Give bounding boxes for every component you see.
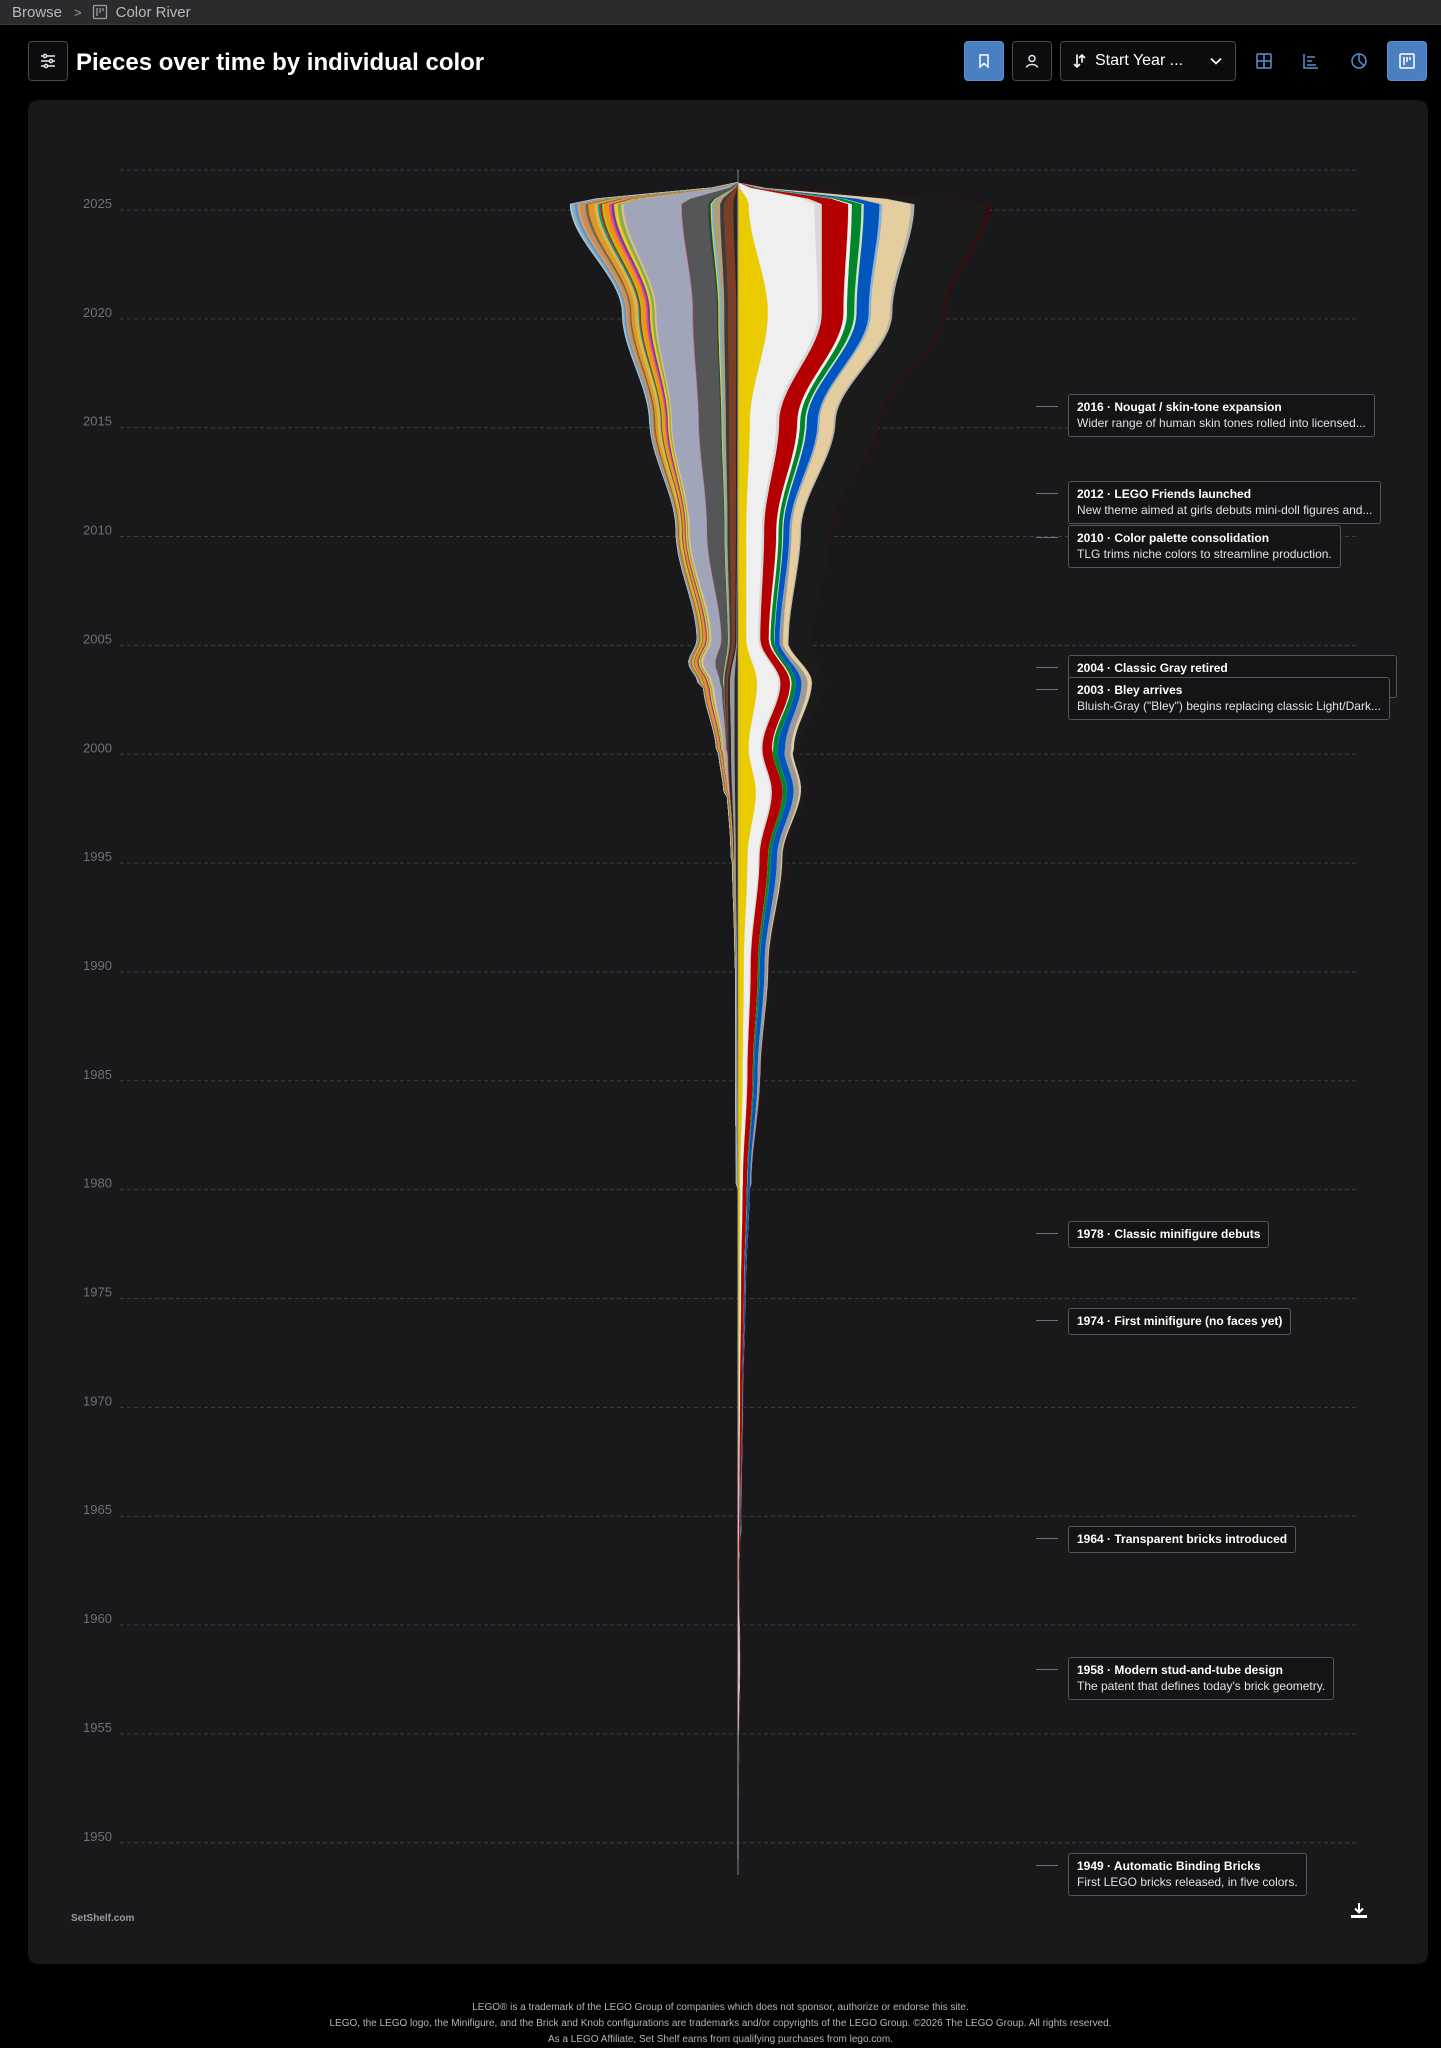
milestone-tick — [1036, 667, 1058, 669]
page-title: Pieces over time by individual color — [76, 49, 485, 76]
year-tick-label: 1995 — [83, 849, 112, 864]
milestone-title: 1974 · First minifigure (no faces yet) — [1077, 1314, 1283, 1329]
sort-select-value: Start Year ... — [1095, 52, 1184, 69]
bookmark-button[interactable] — [964, 41, 1004, 81]
year-tick-label: 2025 — [83, 196, 112, 211]
milestone-card[interactable]: 2012 · LEGO Friends launched New theme ai… — [1068, 481, 1382, 524]
milestone-title: 2010 · Color palette consolidation — [1077, 530, 1270, 545]
year-tick-label: 2000 — [83, 740, 112, 755]
breadcrumb-root-link[interactable]: Browse — [12, 3, 63, 21]
milestone-description: TLG trims niche colors to streamline pro… — [1077, 546, 1332, 561]
milestone-card[interactable]: 1949 · Automatic Binding Bricks First LEG… — [1068, 1852, 1307, 1896]
milestone-title: 2016 · Nougat / skin-tone expansion — [1077, 399, 1282, 414]
user-icon — [1025, 54, 1039, 68]
filter-button[interactable] — [28, 41, 68, 81]
year-tick-label: 1955 — [83, 1720, 112, 1735]
download-icon[interactable] — [1348, 1900, 1370, 1922]
milestone-card[interactable]: 2010 · Color palette consolidation TLG tr… — [1068, 524, 1341, 568]
sort-select[interactable]: Start Year ... — [1060, 41, 1236, 81]
milestone-card[interactable]: 2016 · Nougat / skin-tone expansion Wider… — [1068, 393, 1375, 437]
milestone-description: The patent that defines today's brick ge… — [1077, 1678, 1326, 1693]
year-tick-label: 2020 — [83, 305, 112, 320]
chevron-down-icon — [1210, 57, 1222, 65]
pie-icon — [1351, 53, 1367, 69]
footer: LEGO® is a trademark of the LEGO Group o… — [0, 2000, 1441, 2048]
milestone-card[interactable]: 1958 · Modern stud-and-tube design The pa… — [1068, 1656, 1335, 1700]
year-tick-label: 1990 — [83, 958, 112, 973]
chevron-right-icon: > — [74, 4, 82, 20]
stream-layer — [569, 181, 991, 1859]
year-tick-label: 1965 — [83, 1502, 112, 1517]
year-tick-label: 1970 — [83, 1393, 112, 1408]
year-tick-label: 1960 — [83, 1611, 112, 1626]
milestone-card[interactable]: 2003 · Bley arrives Bluish-Gray ("Bley") … — [1068, 676, 1390, 720]
milestone-description: Wider range of human skin tones rolled i… — [1077, 415, 1366, 430]
brand-logo: SetShelf.com — [71, 1913, 135, 1924]
year-tick-label: 2005 — [83, 631, 112, 646]
footer-affiliate: As a LEGO Affiliate, Set Shelf earns fro… — [548, 2034, 893, 2045]
milestone-title: 1964 · Transparent bricks introduced — [1077, 1531, 1288, 1546]
color-river-chart: 2025 2020 2015 2010 2005 2000 1995 1990 1985 1980… — [83, 169, 1358, 1875]
year-tick-label: 2015 — [83, 414, 112, 429]
year-tick-label: 1950 — [83, 1829, 112, 1844]
milestone-title: 2012 · LEGO Friends launched — [1077, 487, 1252, 501]
milestone-tick — [1036, 1233, 1058, 1235]
chart-panel: 2025 2020 2015 2010 2005 2000 1995 1990 1985 1980… — [28, 100, 1428, 1964]
footer-trademark: LEGO® is a trademark of the LEGO Group o… — [472, 2002, 969, 2013]
milestone-tick — [1036, 1864, 1058, 1866]
milestone-card[interactable]: 1974 · First minifigure (no faces yet) — [1068, 1308, 1292, 1336]
sliders-icon — [41, 53, 55, 69]
milestone-title: 1958 · Modern stud-and-tube design — [1077, 1662, 1284, 1677]
milestone-card[interactable]: 1978 · Classic minifigure debuts — [1068, 1221, 1270, 1249]
breadcrumb-current: Color River — [115, 3, 191, 21]
milestone-card[interactable]: 1964 · Transparent bricks introduced — [1068, 1525, 1297, 1553]
river-icon — [92, 4, 107, 20]
river-view-button[interactable] — [1387, 41, 1427, 81]
year-tick-label: 1985 — [83, 1067, 112, 1082]
bar-view-button[interactable] — [1291, 41, 1331, 81]
milestone-tick — [1036, 688, 1058, 690]
user-button[interactable] — [1012, 41, 1052, 81]
bar-list-icon — [1303, 54, 1318, 69]
year-tick-label: 2010 — [83, 523, 112, 538]
milestone-tick — [1036, 1668, 1058, 1670]
milestone-title: 2004 · Classic Gray retired — [1077, 661, 1228, 676]
milestone-title: 1949 · Automatic Binding Bricks — [1077, 1858, 1261, 1873]
milestone-tick — [1036, 493, 1058, 494]
milestone-tick — [1036, 1320, 1058, 1322]
milestone-tick — [1036, 536, 1058, 538]
milestone-title: 2003 · Bley arrives — [1077, 682, 1183, 697]
grid-icon — [1256, 53, 1272, 69]
river-icon — [1399, 53, 1415, 69]
sort-icon — [1073, 53, 1086, 69]
year-tick-label: 1975 — [83, 1285, 112, 1300]
milestone-description: New theme aimed at girls debuts mini-dol… — [1077, 503, 1373, 517]
pie-view-button[interactable] — [1339, 41, 1379, 81]
milestone-description: Bluish-Gray ("Bley") begins replacing cl… — [1077, 698, 1381, 713]
milestone-tick — [1036, 1537, 1058, 1539]
bookmark-icon — [979, 54, 989, 69]
milestone-title: 1978 · Classic minifigure debuts — [1077, 1227, 1261, 1242]
grid-view-button[interactable] — [1244, 41, 1284, 81]
milestone-description: First LEGO bricks released, in five colo… — [1077, 1874, 1298, 1889]
footer-copyright: LEGO, the LEGO logo, the Minifigure, and… — [329, 2018, 1112, 2029]
breadcrumb: Browse > Color River — [0, 0, 1441, 25]
milestone-tick — [1036, 405, 1058, 407]
year-tick-label: 1980 — [83, 1176, 112, 1191]
